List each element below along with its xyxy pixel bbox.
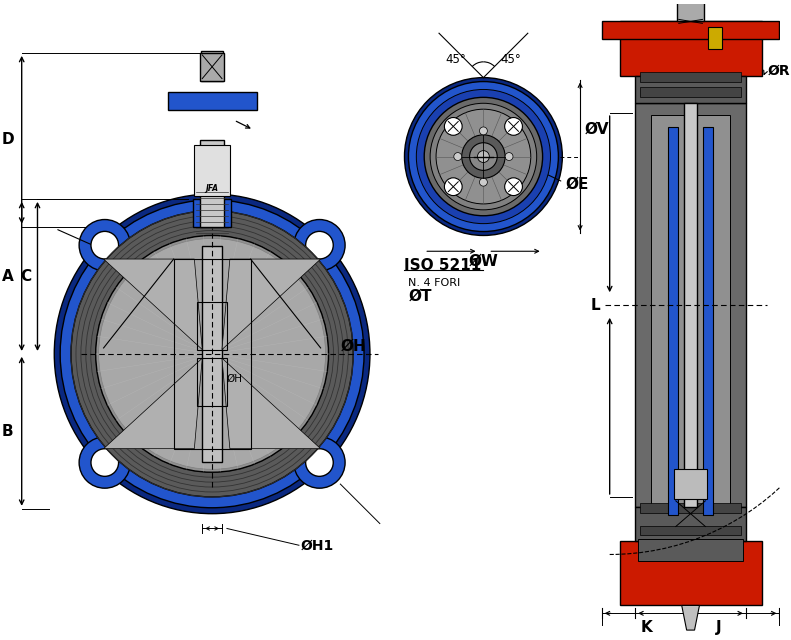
Bar [168,92,256,110]
Circle shape [505,152,513,161]
Circle shape [424,97,543,216]
Bar [619,541,762,605]
Text: D: D [2,132,14,147]
Bar [174,259,251,449]
Ellipse shape [79,220,131,271]
Ellipse shape [305,232,333,259]
Bar [202,246,222,461]
Text: JFA: JFA [206,184,218,193]
Ellipse shape [91,232,119,259]
Polygon shape [222,259,320,349]
Text: ØE: ØE [566,177,589,191]
Bar [638,540,743,561]
Text: ØH: ØH [340,339,366,353]
Circle shape [479,127,487,135]
Circle shape [445,178,462,196]
Polygon shape [222,358,320,449]
Text: ØT: ØT [408,289,432,304]
Ellipse shape [91,449,119,476]
Text: ØV: ØV [585,122,610,136]
Polygon shape [104,358,202,449]
Text: L: L [591,298,600,312]
Ellipse shape [60,200,364,508]
Circle shape [404,77,562,236]
Bar [640,525,741,536]
Bar [677,0,705,21]
Bar [200,140,224,227]
Ellipse shape [79,437,131,488]
Bar [635,103,746,507]
Text: N. 4 FORI: N. 4 FORI [408,278,460,288]
Ellipse shape [96,236,328,472]
Text: C: C [20,269,31,284]
Bar [668,127,678,515]
Text: ØH: ØH [227,374,243,383]
Bar [703,127,713,515]
Text: ØW: ØW [468,253,498,269]
Circle shape [478,150,490,163]
Bar [619,21,762,76]
Polygon shape [104,259,202,349]
Bar [635,507,746,541]
Circle shape [462,135,505,179]
Circle shape [454,152,462,161]
Bar [635,76,746,103]
Bar [674,469,707,499]
Text: J: J [715,620,721,635]
Bar [709,28,722,49]
Text: A: A [2,269,13,284]
Text: 45°: 45° [501,53,521,67]
Circle shape [416,90,551,223]
Circle shape [445,118,462,135]
Text: ØH1: ØH1 [301,538,334,552]
Circle shape [505,118,522,135]
Bar [602,21,779,39]
Bar [640,88,741,97]
Text: B: B [2,424,13,439]
Bar [193,199,231,227]
Bar [201,51,223,81]
Bar [651,115,730,511]
Bar [640,503,741,513]
Text: K: K [641,620,652,635]
Text: ØR: ØR [767,64,790,77]
Bar [683,103,698,507]
Circle shape [479,179,487,186]
Text: 45°: 45° [445,53,466,67]
Ellipse shape [99,239,326,469]
Circle shape [408,81,558,232]
Bar [200,53,224,81]
Bar [197,358,227,406]
Bar [197,302,227,349]
Ellipse shape [293,437,345,488]
Ellipse shape [305,449,333,476]
Circle shape [436,109,531,204]
Ellipse shape [71,211,354,497]
Bar [195,145,230,196]
Polygon shape [682,605,699,630]
Circle shape [430,103,536,210]
Ellipse shape [55,194,370,514]
Text: ISO 5211: ISO 5211 [404,257,482,273]
Circle shape [470,143,498,170]
Bar [640,72,741,81]
Circle shape [505,178,522,196]
Ellipse shape [293,220,345,271]
